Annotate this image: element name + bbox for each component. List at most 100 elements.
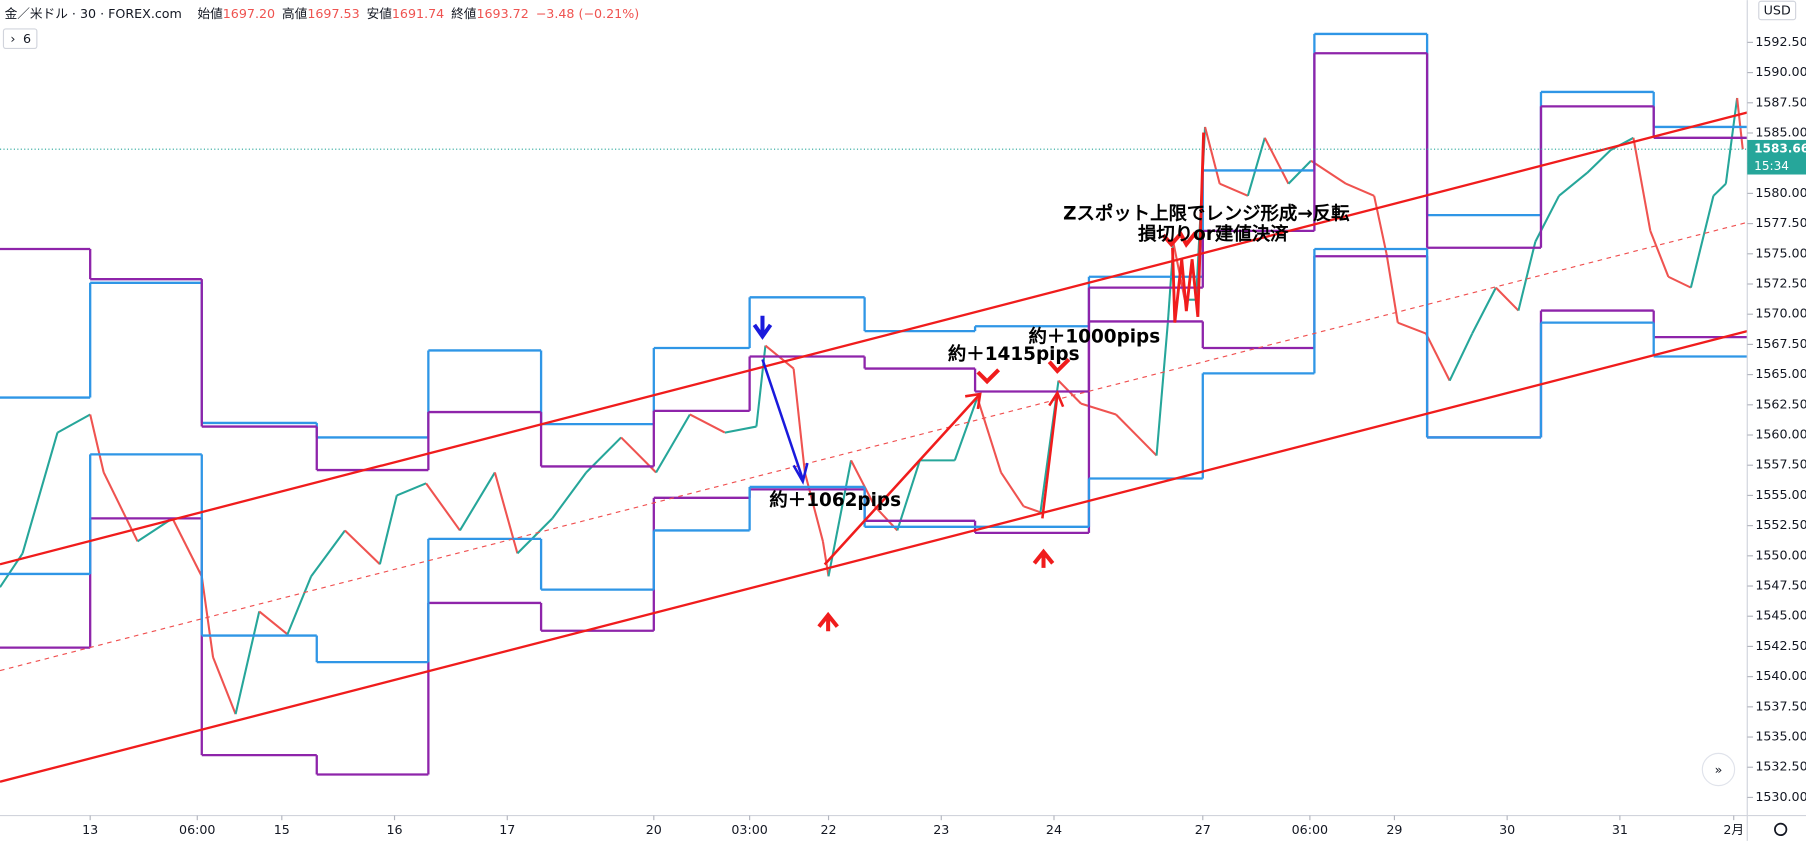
price-segment xyxy=(724,425,757,434)
y-tick-label: 1572.50 xyxy=(1755,276,1806,291)
annotation: 約＋1000pips xyxy=(1029,326,1161,348)
price-segment xyxy=(1448,333,1474,382)
y-tick-label: 1542.50 xyxy=(1755,638,1806,653)
x-tick-label: 31 xyxy=(1612,822,1628,837)
quote-label: 始値 xyxy=(197,5,223,20)
y-tick-label: 1592.50 xyxy=(1755,34,1806,49)
y-tick-label: 1545.00 xyxy=(1755,608,1806,623)
quote-value: 1697.53 xyxy=(307,5,359,20)
y-tick-label: 1547.50 xyxy=(1755,578,1806,593)
trend-line xyxy=(0,111,1748,566)
price-segment xyxy=(755,345,767,427)
y-tick-label: 1555.00 xyxy=(1755,487,1806,502)
x-tick-label: 22 xyxy=(820,822,836,837)
price-segment xyxy=(459,471,496,531)
last-price-label: 1583.66 xyxy=(1754,142,1806,156)
price-segment xyxy=(258,610,289,636)
settings-icon[interactable] xyxy=(1774,822,1788,837)
x-tick-label: 30 xyxy=(1499,822,1515,837)
x-tick-label: 24 xyxy=(1046,822,1062,837)
y-tick-label: 1550.00 xyxy=(1755,547,1806,562)
header: 金／米ドル · 30 · FOREX.com 始値1697.20 高値1697.5… xyxy=(5,5,640,20)
scroll-icon[interactable]: » xyxy=(1715,762,1723,777)
y-tick-label: 1557.50 xyxy=(1755,457,1806,472)
price-segment xyxy=(1115,413,1158,457)
price-segment xyxy=(1667,275,1692,289)
price-segment xyxy=(1080,402,1117,416)
x-tick-label: 17 xyxy=(499,822,515,837)
price-segment xyxy=(689,413,726,434)
annotation: 損切りor建値決済 xyxy=(1138,223,1289,245)
price-segment xyxy=(396,482,427,497)
indicator-toggle[interactable] xyxy=(2,28,38,50)
price-segment xyxy=(1219,182,1249,197)
x-tick-label: 23 xyxy=(933,822,949,837)
annotation: 約＋1415pips xyxy=(948,343,1080,365)
price-segment xyxy=(1246,137,1266,197)
price-segment xyxy=(1263,137,1290,185)
price-segment xyxy=(1586,149,1612,174)
price-segment xyxy=(1397,321,1427,335)
annotation: Zスポット上限でレンジ形成→反転 xyxy=(1063,202,1350,224)
last-price-tag xyxy=(1747,139,1806,175)
x-tick-label: 13 xyxy=(82,822,98,837)
x-tick-label: 06:00 xyxy=(179,822,215,837)
x-tick-label: 27 xyxy=(1195,822,1211,837)
price-segment xyxy=(1373,195,1388,255)
price-segment xyxy=(1155,322,1169,456)
toggle-arrow[interactable]: › xyxy=(10,31,15,46)
indicator-count[interactable]: 6 xyxy=(23,31,31,46)
x-tick-label: 29 xyxy=(1386,822,1402,837)
price-segment xyxy=(21,432,59,554)
y-tick-label: 1565.00 xyxy=(1755,366,1806,381)
price-segment xyxy=(171,517,203,577)
price-segment xyxy=(1724,97,1739,184)
x-tick-label: 16 xyxy=(386,822,402,837)
y-tick-label: 1567.50 xyxy=(1755,336,1806,351)
price-segment xyxy=(344,529,381,566)
quote-value: 1691.74 xyxy=(392,5,444,20)
price-segment xyxy=(551,471,588,519)
price-segment xyxy=(1023,505,1041,514)
price-segment xyxy=(286,575,313,635)
y-tick-label: 1537.50 xyxy=(1755,698,1806,713)
annotation: 約＋1062pips xyxy=(769,489,901,511)
price-segment xyxy=(1385,253,1399,323)
scroll-button[interactable] xyxy=(1701,752,1736,787)
price-segment xyxy=(850,459,876,507)
price-segment xyxy=(234,611,261,715)
y-tick-label: 1562.50 xyxy=(1755,396,1806,411)
y-tick-label: 1532.50 xyxy=(1755,759,1806,774)
currency-box[interactable] xyxy=(1758,0,1797,21)
quote-value: 1697.20 xyxy=(223,5,275,20)
trend-line xyxy=(0,221,1748,672)
x-tick-label: 20 xyxy=(646,822,662,837)
price-segment xyxy=(1345,182,1375,197)
price-segment xyxy=(56,413,91,434)
price-segment xyxy=(953,397,979,461)
quote-label: 高値 xyxy=(282,5,308,20)
y-tick-label: 1580.00 xyxy=(1755,185,1806,200)
price-segment xyxy=(792,368,806,473)
annotation-arrows xyxy=(752,132,1206,632)
price-segment xyxy=(1471,287,1497,335)
price-segment xyxy=(425,482,461,532)
plot-area xyxy=(0,32,1748,783)
y-tick-label: 1570.00 xyxy=(1755,306,1806,321)
price-segment xyxy=(1310,159,1347,185)
price-segment xyxy=(1632,137,1652,232)
y-tick-label: 1587.50 xyxy=(1755,94,1806,109)
price-segment xyxy=(1425,333,1451,382)
price-segment xyxy=(516,517,554,555)
y-tick-label: 1590.00 xyxy=(1755,64,1806,79)
change: −3.48 (−0.21%) xyxy=(536,5,639,20)
price-segment xyxy=(1534,195,1560,243)
price-segment xyxy=(1558,172,1588,197)
price-segment xyxy=(1649,230,1670,278)
countdown: 15:34 xyxy=(1754,159,1789,173)
quote-label: 安値 xyxy=(367,5,393,20)
y-tick-label: 1530.00 xyxy=(1755,789,1806,804)
currency[interactable]: USD xyxy=(1764,3,1791,18)
price-segment xyxy=(212,656,237,715)
y-tick-label: 1535.00 xyxy=(1755,729,1806,744)
